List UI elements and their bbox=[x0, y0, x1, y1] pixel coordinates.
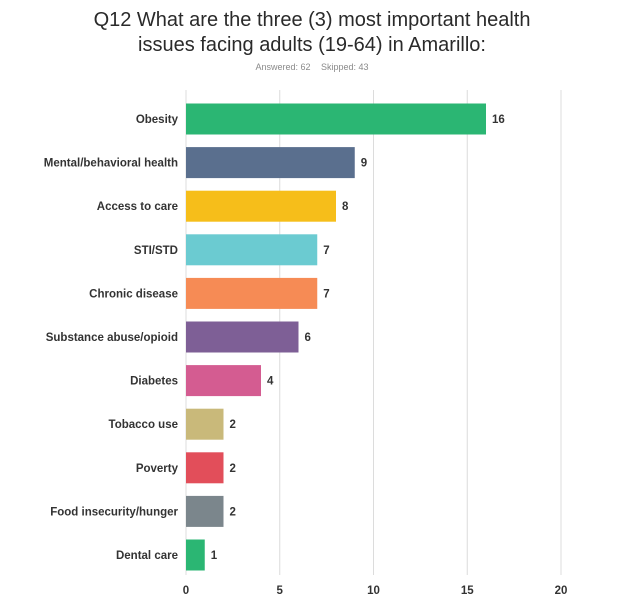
value-label: 4 bbox=[267, 376, 274, 388]
bar bbox=[186, 365, 261, 397]
bar bbox=[186, 321, 299, 353]
category-label: Access to care bbox=[97, 201, 178, 213]
bar bbox=[186, 452, 224, 484]
value-label: 2 bbox=[230, 463, 236, 475]
bar bbox=[186, 277, 318, 309]
value-label: 7 bbox=[323, 245, 329, 257]
category-label: Obesity bbox=[136, 114, 179, 126]
chart-title: Q12 What are the three (3) most importan… bbox=[93, 9, 531, 56]
bar bbox=[186, 408, 224, 440]
bar bbox=[186, 539, 205, 571]
value-label: 9 bbox=[361, 158, 367, 170]
bar bbox=[186, 234, 318, 266]
x-tick-label: 15 bbox=[461, 585, 474, 597]
category-label: Poverty bbox=[136, 463, 179, 475]
category-label: Dental care bbox=[116, 550, 178, 562]
category-label: Mental/behavioral health bbox=[44, 158, 178, 170]
value-label: 6 bbox=[305, 332, 311, 344]
x-tick-label: 5 bbox=[277, 585, 284, 597]
value-label: 1 bbox=[211, 550, 218, 562]
x-tick-label: 10 bbox=[367, 585, 380, 597]
skipped-count: Skipped: 43 bbox=[321, 62, 369, 72]
value-label: 2 bbox=[230, 506, 236, 518]
bar bbox=[186, 495, 224, 527]
bar bbox=[186, 103, 486, 135]
category-label: STI/STD bbox=[134, 245, 178, 257]
value-label: 7 bbox=[323, 288, 329, 300]
x-tick-label: 0 bbox=[183, 585, 189, 597]
value-label: 2 bbox=[230, 419, 236, 431]
x-tick-label: 20 bbox=[555, 585, 568, 597]
category-label: Food insecurity/hunger bbox=[50, 506, 178, 518]
response-stats: Answered: 62 Skipped: 43 bbox=[0, 62, 624, 72]
value-label: 8 bbox=[342, 201, 349, 213]
category-label: Tobacco use bbox=[109, 419, 178, 431]
category-label: Substance abuse/opioid bbox=[46, 332, 178, 344]
value-label: 16 bbox=[492, 114, 505, 126]
category-label: Diabetes bbox=[130, 376, 178, 388]
bar bbox=[186, 190, 336, 222]
bar bbox=[186, 147, 355, 179]
category-label: Chronic disease bbox=[89, 288, 178, 300]
answered-count: Answered: 62 bbox=[255, 62, 311, 72]
